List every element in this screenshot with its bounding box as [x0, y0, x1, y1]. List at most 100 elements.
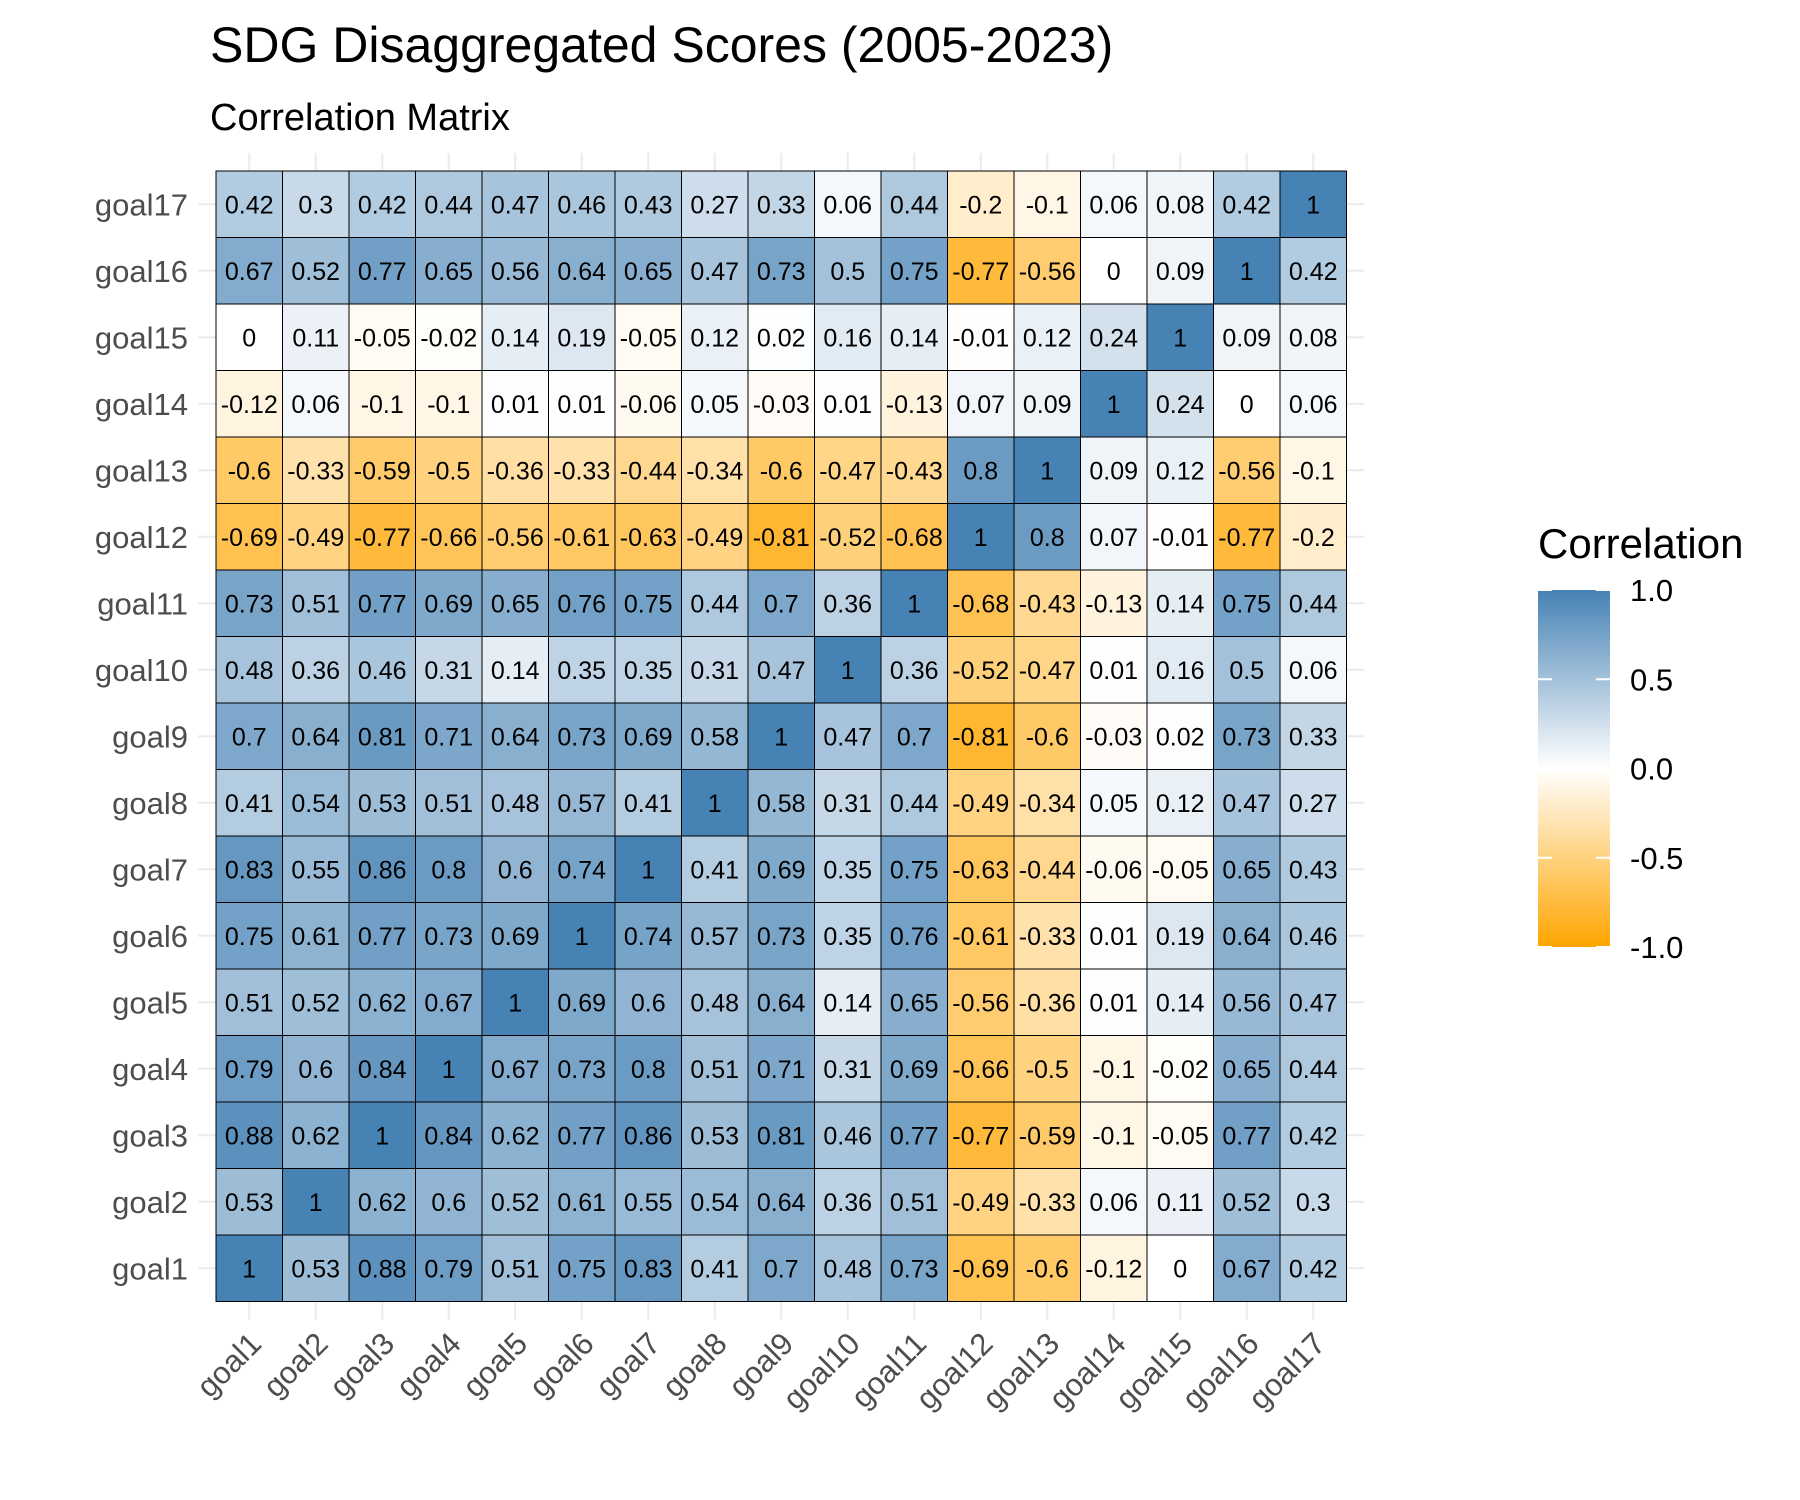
cell-value-label: 0.24 — [1156, 391, 1205, 419]
cell-value-label: 0.14 — [1156, 590, 1205, 618]
cell-value-label: -0.69 — [221, 524, 278, 552]
heatmap-cell-goal5-goal7 — [614, 968, 682, 1036]
heatmap-cell-goal17-goal1 — [215, 170, 283, 238]
cell-value-label: 0.57 — [690, 923, 739, 951]
cell-value-label: 0.67 — [225, 258, 274, 286]
cell-value-label: -0.77 — [354, 524, 411, 552]
heatmap-cell-goal7-goal17 — [1279, 835, 1347, 903]
cell-value-label: 0.41 — [690, 1255, 739, 1283]
cell-value-label: 0.54 — [291, 790, 340, 818]
heatmap-cell-goal1-goal13 — [1013, 1234, 1081, 1302]
cell-value-label: 0.09 — [1089, 457, 1138, 485]
cell-value-label: 0.73 — [424, 923, 473, 951]
heatmap-cell-goal10-goal8 — [681, 636, 749, 704]
cell-value-label: 0.48 — [491, 790, 540, 818]
x-tick-label-goal8: goal8 — [655, 1326, 733, 1404]
cell-value-label: 0.77 — [358, 923, 407, 951]
heatmap-cell-goal8-goal5 — [481, 769, 549, 837]
heatmap-cell-goal4-goal7 — [614, 1035, 682, 1103]
heatmap-cell-goal5-goal8 — [681, 968, 749, 1036]
cell-value-label: -0.61 — [952, 923, 1009, 951]
cell-value-label: -0.03 — [1085, 723, 1142, 751]
heatmap-cell-goal6-goal15 — [1146, 902, 1214, 970]
cell-value-label: 0.65 — [491, 590, 540, 618]
cell-value-label: 0.69 — [624, 723, 673, 751]
heatmap-cell-goal12-goal4 — [415, 503, 483, 571]
heatmap-cell-goal9-goal8 — [681, 702, 749, 770]
heatmap-cell-goal7-goal12 — [947, 835, 1015, 903]
cell-value-label: 0.73 — [890, 1255, 939, 1283]
cell-value-label: 0.62 — [358, 989, 407, 1017]
heatmap-cell-goal4-goal6 — [548, 1035, 616, 1103]
heatmap-cell-goal2-goal4 — [415, 1168, 483, 1236]
heatmap-cell-goal5-goal17 — [1279, 968, 1347, 1036]
cell-value-label: -0.47 — [819, 457, 876, 485]
heatmap-cell-goal2-goal5 — [481, 1168, 549, 1236]
cell-value-label: -0.01 — [1152, 524, 1209, 552]
heatmap-cell-goal11-goal2 — [282, 569, 350, 637]
heatmap-cell-goal14-goal11 — [880, 370, 948, 438]
cell-value-label: 0.35 — [823, 856, 872, 884]
heatmap-cell-goal1-goal5 — [481, 1234, 549, 1302]
cell-value-label: 1 — [907, 590, 921, 618]
cell-value-label: -0.6 — [1026, 1255, 1069, 1283]
cell-value-label: 0.84 — [358, 1056, 407, 1084]
heatmap-cell-goal17-goal15 — [1146, 170, 1214, 238]
heatmap-cell-goal3-goal7 — [614, 1101, 682, 1169]
cell-value-label: 0.51 — [424, 790, 473, 818]
heatmap-cell-goal15-goal8 — [681, 303, 749, 371]
heatmap-cell-goal6-goal12 — [947, 902, 1015, 970]
cell-value-label: 0.83 — [225, 856, 274, 884]
cell-value-label: 0.75 — [890, 856, 939, 884]
cell-value-label: 0.14 — [1156, 989, 1205, 1017]
x-tick-label-goal5: goal5 — [456, 1326, 534, 1404]
cell-value-label: 1 — [309, 1189, 323, 1217]
cell-value-label: 0 — [1240, 391, 1254, 419]
heatmap-cell-goal17-goal16 — [1213, 170, 1281, 238]
heatmap-cell-goal15-goal12 — [947, 303, 1015, 371]
cell-value-label: 0.47 — [1289, 989, 1338, 1017]
cell-value-label: 0.77 — [557, 1122, 606, 1150]
y-tick-label-goal7: goal7 — [112, 852, 188, 887]
heatmap-cell-goal9-goal10 — [814, 702, 882, 770]
cell-value-label: 0.12 — [690, 324, 739, 352]
cell-value-label: -0.68 — [886, 524, 943, 552]
heatmap-cells — [215, 170, 1347, 1302]
cell-value-label: -0.05 — [354, 324, 411, 352]
heatmap-cell-goal8-goal7 — [614, 769, 682, 837]
cell-value-label: 0.51 — [890, 1189, 939, 1217]
heatmap-cell-goal4-goal17 — [1279, 1035, 1347, 1103]
cell-value-label: 0.44 — [424, 191, 473, 219]
cell-value-label: 1 — [242, 1255, 256, 1283]
cell-value-label: -0.1 — [1292, 457, 1335, 485]
cell-value-label: 0.46 — [823, 1122, 872, 1150]
heatmap-cell-goal12-goal10 — [814, 503, 882, 571]
cell-value-label: -0.77 — [952, 1122, 1009, 1150]
heatmap-cell-goal17-goal4 — [415, 170, 483, 238]
heatmap-cell-goal10-goal7 — [614, 636, 682, 704]
heatmap-cell-goal5-goal12 — [947, 968, 1015, 1036]
cell-value-label: -0.06 — [1085, 856, 1142, 884]
heatmap-cell-goal4-goal2 — [282, 1035, 350, 1103]
cell-value-label: -0.56 — [1218, 457, 1275, 485]
heatmap-cell-goal6-goal4 — [415, 902, 483, 970]
heatmap-cell-goal3-goal10 — [814, 1101, 882, 1169]
cell-value-label: 0.74 — [624, 923, 673, 951]
cell-value-label: 0.76 — [557, 590, 606, 618]
heatmap-cell-goal10-goal16 — [1213, 636, 1281, 704]
x-tick-label-goal2: goal2 — [256, 1326, 334, 1404]
cell-value-label: 0.75 — [225, 923, 274, 951]
cell-value-label: 0.54 — [690, 1189, 739, 1217]
heatmap-cell-goal2-goal17 — [1279, 1168, 1347, 1236]
cell-value-label: 0.46 — [557, 191, 606, 219]
cell-value-label: 0.16 — [1156, 657, 1205, 685]
cell-value-label: -0.01 — [952, 324, 1009, 352]
cell-value-label: 0.71 — [757, 1056, 806, 1084]
heatmap-cell-goal11-goal16 — [1213, 569, 1281, 637]
cell-value-label: 0.36 — [890, 657, 939, 685]
cell-value-label: -0.63 — [952, 856, 1009, 884]
heatmap-cell-goal4-goal9 — [747, 1035, 815, 1103]
heatmap-cell-goal15-goal10 — [814, 303, 882, 371]
heatmap-cell-goal8-goal17 — [1279, 769, 1347, 837]
heatmap-cell-goal1-goal14 — [1080, 1234, 1148, 1302]
